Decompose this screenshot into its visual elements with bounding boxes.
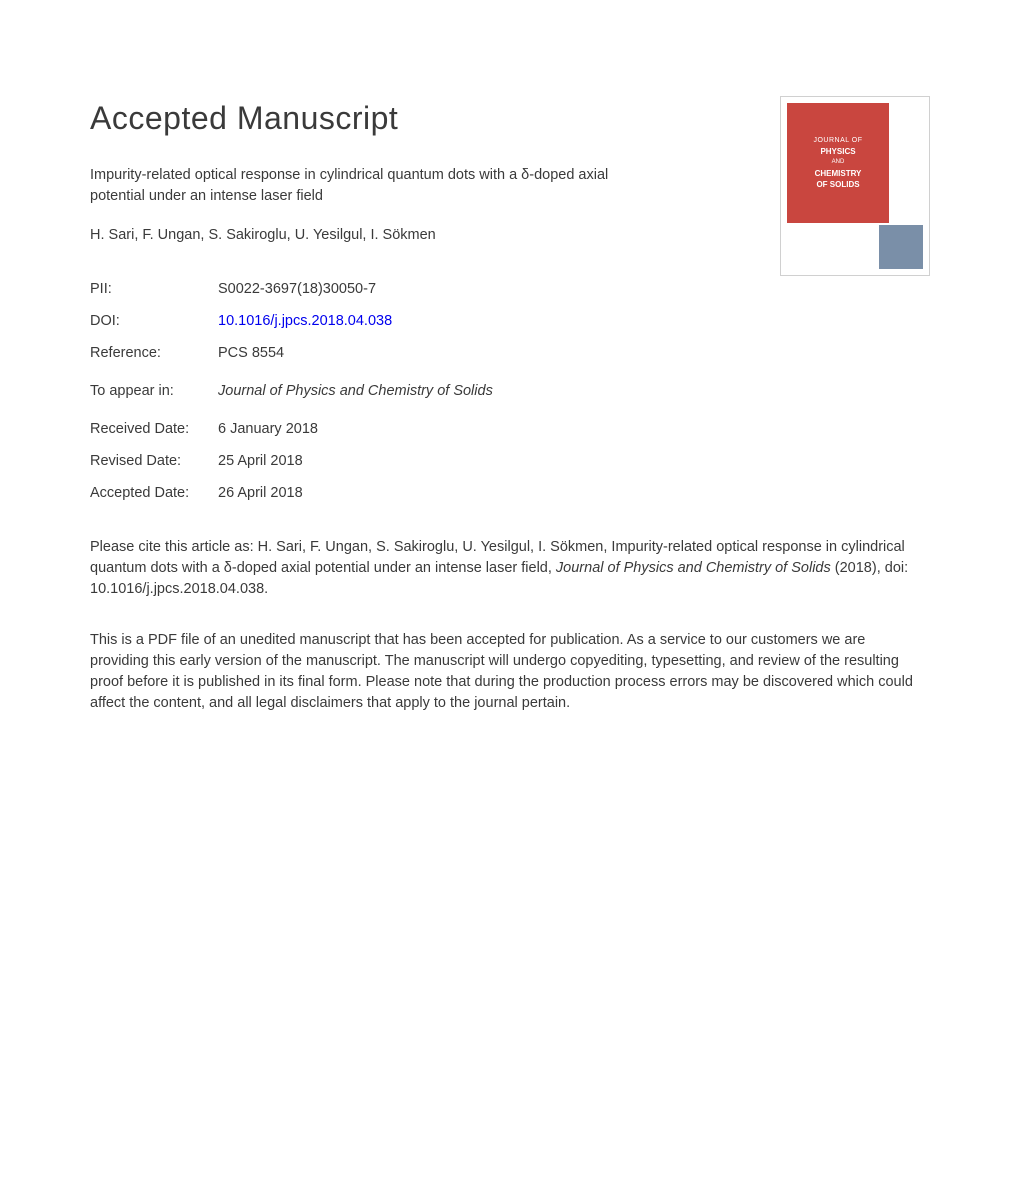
metadata-table: PII: S0022-3697(18)30050-7 DOI: 10.1016/… (90, 281, 930, 501)
meta-value-appear: Journal of Physics and Chemistry of Soli… (218, 383, 493, 399)
meta-row-received: Received Date: 6 January 2018 (90, 421, 930, 437)
page-heading: Accepted Manuscript (90, 100, 398, 137)
meta-label-appear: To appear in: (90, 383, 218, 399)
meta-row-doi: DOI: 10.1016/j.jpcs.2018.04.038 (90, 313, 930, 329)
meta-value-received: 6 January 2018 (218, 421, 318, 437)
meta-value-doi[interactable]: 10.1016/j.jpcs.2018.04.038 (218, 313, 392, 329)
manuscript-page: Accepted Manuscript JOURNAL OF PHYSICS A… (0, 0, 1020, 774)
citation-block: Please cite this article as: H. Sari, F.… (90, 537, 926, 600)
journal-cover-thumbnail: JOURNAL OF PHYSICS AND CHEMISTRY OF SOLI… (780, 96, 930, 276)
disclaimer-block: This is a PDF file of an unedited manusc… (90, 630, 926, 714)
meta-label-pii: PII: (90, 281, 218, 297)
meta-label-revised: Revised Date: (90, 453, 218, 469)
meta-value-accepted: 26 April 2018 (218, 485, 303, 501)
cover-top-panel: JOURNAL OF PHYSICS AND CHEMISTRY OF SOLI… (787, 103, 889, 223)
cover-right-strip (893, 103, 923, 223)
cover-journal-line2: PHYSICS (820, 147, 855, 157)
meta-value-reference: PCS 8554 (218, 345, 284, 361)
cover-bottom-accent (879, 225, 923, 269)
meta-label-doi: DOI: (90, 313, 218, 329)
meta-label-accepted: Accepted Date: (90, 485, 218, 501)
article-title: Impurity-related optical response in cyl… (90, 165, 710, 207)
meta-row-reference: Reference: PCS 8554 (90, 345, 930, 361)
article-title-line2: potential under an intense laser field (90, 188, 323, 204)
cover-journal-line4: CHEMISTRY (815, 169, 862, 179)
meta-value-revised: 25 April 2018 (218, 453, 303, 469)
meta-label-reference: Reference: (90, 345, 218, 361)
doi-link[interactable]: 10.1016/j.jpcs.2018.04.038 (218, 313, 392, 329)
meta-row-pii: PII: S0022-3697(18)30050-7 (90, 281, 930, 297)
meta-label-received: Received Date: (90, 421, 218, 437)
article-title-line1: Impurity-related optical response in cyl… (90, 167, 608, 183)
cover-journal-line1: JOURNAL OF (813, 136, 862, 145)
meta-row-appear: To appear in: Journal of Physics and Che… (90, 383, 930, 399)
meta-value-pii: S0022-3697(18)30050-7 (218, 281, 376, 297)
cover-journal-line5: OF SOLIDS (816, 180, 859, 190)
cover-journal-line3: AND (832, 159, 845, 167)
meta-row-revised: Revised Date: 25 April 2018 (90, 453, 930, 469)
citation-journal: Journal of Physics and Chemistry of Soli… (556, 560, 831, 576)
meta-row-accepted: Accepted Date: 26 April 2018 (90, 485, 930, 501)
